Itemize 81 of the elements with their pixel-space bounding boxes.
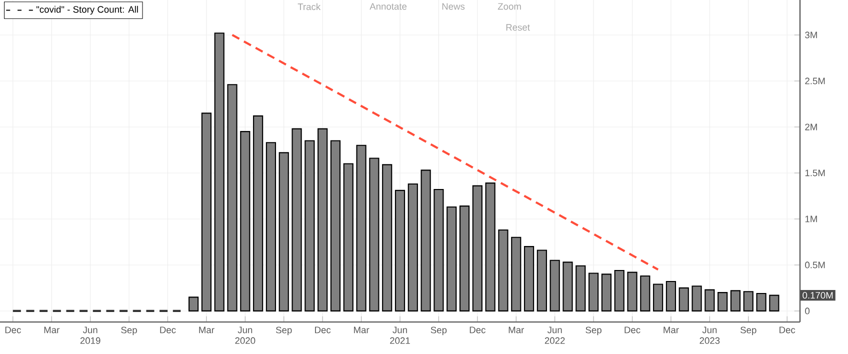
- bar: [266, 142, 276, 312]
- bar: [692, 286, 702, 312]
- x-tick-label: Sep: [276, 326, 292, 336]
- x-tick-label: Dec: [624, 326, 640, 334]
- bar: [498, 229, 508, 312]
- bar: [576, 265, 586, 312]
- bar: [678, 287, 689, 312]
- bar: [330, 140, 341, 312]
- bar: [201, 112, 212, 312]
- x-tick-label: Jun 2021: [390, 326, 410, 344]
- bar: [394, 190, 406, 312]
- bar: [653, 284, 664, 312]
- bar: [601, 274, 612, 312]
- x-tick-label: Jun 2019: [80, 326, 100, 344]
- annotation: Annotate: [370, 3, 407, 10]
- annotation: Zoom: [498, 3, 521, 10]
- bar: [420, 170, 431, 312]
- x-tick-label: Sep: [430, 326, 447, 336]
- bar: [550, 260, 560, 312]
- x-tick-label: Dec: [315, 326, 331, 334]
- x-tick-label: Dec: [160, 326, 176, 334]
- bar: [704, 289, 715, 312]
- bar: [743, 291, 754, 312]
- bar: [240, 131, 250, 312]
- bar: [627, 272, 638, 312]
- bar: [292, 128, 302, 312]
- bar: [536, 250, 547, 312]
- bar: [640, 275, 650, 312]
- bar: [343, 163, 354, 312]
- annotation: 0.170M: [802, 292, 833, 299]
- legend-label: "covid" - Story Count: All: [36, 6, 138, 15]
- bar: [730, 290, 741, 312]
- x-tick-label: Jun 2023: [700, 326, 720, 344]
- bar: [459, 206, 470, 312]
- x-tick-label: Dec: [5, 326, 21, 334]
- bar: [318, 128, 328, 312]
- bar: [524, 246, 534, 312]
- y-tick-label: 2.5M: [805, 78, 825, 84]
- bar: [756, 292, 766, 312]
- bar: [472, 185, 482, 312]
- x-tick-label: Mar: [44, 326, 60, 334]
- y-tick-label: 1.5M: [805, 170, 825, 176]
- bar: [769, 294, 780, 312]
- x-tick-label: Sep: [740, 326, 756, 336]
- bar: [588, 272, 599, 312]
- x-tick-label: Mar: [508, 326, 524, 334]
- y-tick-label: 1M: [805, 216, 817, 222]
- x-tick-label: Jun 2022: [544, 326, 565, 344]
- bar: [666, 280, 676, 312]
- x-tick-label: Jun 2020: [235, 326, 256, 344]
- annotation: News: [442, 3, 465, 10]
- bar: [382, 164, 392, 312]
- y-tick-label: 0.5M: [805, 262, 825, 268]
- bar: [227, 84, 238, 312]
- bar: [408, 183, 418, 312]
- y-tick-label: 3M: [805, 32, 817, 38]
- bar: [718, 292, 728, 312]
- bar: [434, 188, 444, 312]
- bar: [356, 144, 366, 312]
- bar: [614, 270, 624, 312]
- x-tick-label: Mar: [664, 326, 679, 334]
- bar: [511, 236, 522, 312]
- bar: [446, 206, 457, 312]
- bar: [485, 182, 496, 312]
- annotation: Track: [298, 3, 321, 10]
- x-tick-label: Sep: [586, 326, 602, 336]
- bar: [304, 140, 315, 312]
- x-tick-label: Dec: [780, 326, 796, 334]
- bar: [369, 158, 380, 312]
- x-tick-label: Sep: [121, 326, 137, 336]
- bar: [562, 262, 573, 312]
- bar: [214, 32, 224, 312]
- annotation: Reset: [506, 24, 530, 31]
- bar: [253, 115, 264, 312]
- bar: [188, 296, 199, 312]
- bar: [278, 152, 289, 312]
- x-tick-label: Dec: [470, 326, 486, 334]
- x-tick-label: Mar: [354, 326, 370, 334]
- x-tick-label: Mar: [199, 326, 214, 334]
- y-tick-label: 0: [805, 308, 810, 314]
- y-tick-label: 2M: [805, 124, 817, 130]
